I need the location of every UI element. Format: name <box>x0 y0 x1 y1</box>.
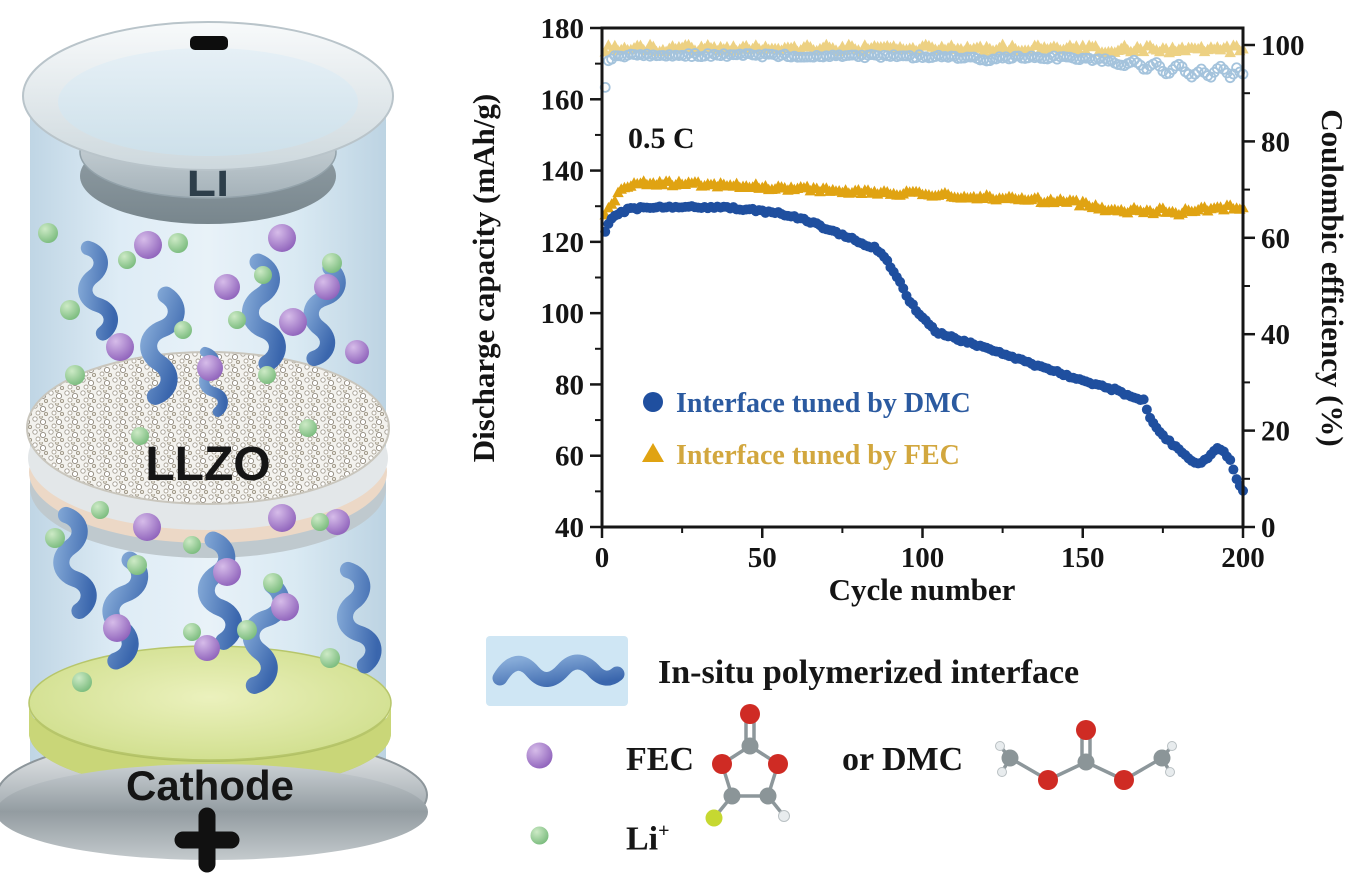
svg-text:60: 60 <box>1261 223 1290 255</box>
green-sphere-icon <box>530 826 549 845</box>
fec-key-label: FEC <box>626 741 694 778</box>
svg-text:40: 40 <box>555 512 584 544</box>
purple-sphere-icon <box>526 742 553 769</box>
legend-entry-1: Interface tuned by DMC <box>643 388 971 419</box>
li-ion-particles-upper <box>38 223 342 445</box>
svg-text:Interface tuned by FEC: Interface tuned by FEC <box>676 440 960 471</box>
polymer-key-label: In-situ polymerized interface <box>658 654 1080 691</box>
cycling-performance-chart: 0 50 100 150 200 40 60 80 100 120 140 160 180 0 20 40 60… <box>470 13 1350 607</box>
axis-ticks: 0 50 100 150 200 40 60 80 100 120 140 160 180 0 20 40 60… <box>541 13 1305 574</box>
plot-series <box>599 38 1249 496</box>
rate-annotation: 0.5 C <box>628 122 695 155</box>
svg-text:100: 100 <box>1261 30 1305 62</box>
svg-text:50: 50 <box>748 542 777 574</box>
svg-text:20: 20 <box>1261 416 1290 448</box>
series-dmc-coulombic-efficiency <box>599 48 1249 93</box>
series-dmc-discharge-capacity <box>600 201 1248 496</box>
svg-text:Interface tuned by DMC: Interface tuned by DMC <box>676 388 971 419</box>
blue-squiggle-icon <box>492 654 625 687</box>
cathode-label: Cathode <box>126 762 294 809</box>
fec-dmc-particles-lower <box>103 504 350 661</box>
llzo-pellet <box>26 351 390 558</box>
x-axis-label: Cycle number <box>829 572 1016 607</box>
figure-key: In-situ polymerized interface FEC or DMC <box>470 620 1359 886</box>
fec-dmc-particles-upper <box>106 224 369 381</box>
li-ion-key-label: Li+ <box>626 820 670 858</box>
svg-text:40: 40 <box>1261 319 1290 351</box>
svg-text:160: 160 <box>541 84 585 116</box>
svg-text:0: 0 <box>1261 512 1276 544</box>
minus-icon <box>190 36 228 50</box>
dmc-molecule-icon <box>995 720 1177 790</box>
svg-text:80: 80 <box>1261 126 1290 158</box>
legend-entry-2: Interface tuned by FEC <box>642 440 960 471</box>
fec-molecule-icon <box>705 704 790 827</box>
svg-text:100: 100 <box>901 542 945 574</box>
svg-text:100: 100 <box>541 298 585 330</box>
llzo-label: LLZO <box>145 438 270 491</box>
plus-icon <box>174 807 240 873</box>
svg-text:150: 150 <box>1061 542 1105 574</box>
battery-schematic-diagram: Cathode LLZO <box>0 21 428 873</box>
series-fec-discharge-capacity <box>599 175 1249 220</box>
or-dmc-key-label: or DMC <box>842 741 964 778</box>
li-ion-particles-lower <box>45 501 340 692</box>
svg-text:80: 80 <box>555 369 584 401</box>
y-axis-right-label: Coulombic efficiency (%) <box>1315 109 1350 446</box>
svg-text:140: 140 <box>541 156 585 188</box>
y-axis-left-label: Discharge capacity (mAh/g) <box>470 94 501 463</box>
svg-text:200: 200 <box>1221 542 1265 574</box>
svg-text:180: 180 <box>541 13 585 45</box>
svg-text:120: 120 <box>541 227 585 259</box>
svg-text:60: 60 <box>555 441 584 473</box>
cell-lid <box>22 21 394 171</box>
chart-legend: Interface tuned by DMC Interface tuned by… <box>642 388 971 471</box>
polymer-swatch <box>486 636 628 706</box>
svg-text:0: 0 <box>595 542 610 574</box>
